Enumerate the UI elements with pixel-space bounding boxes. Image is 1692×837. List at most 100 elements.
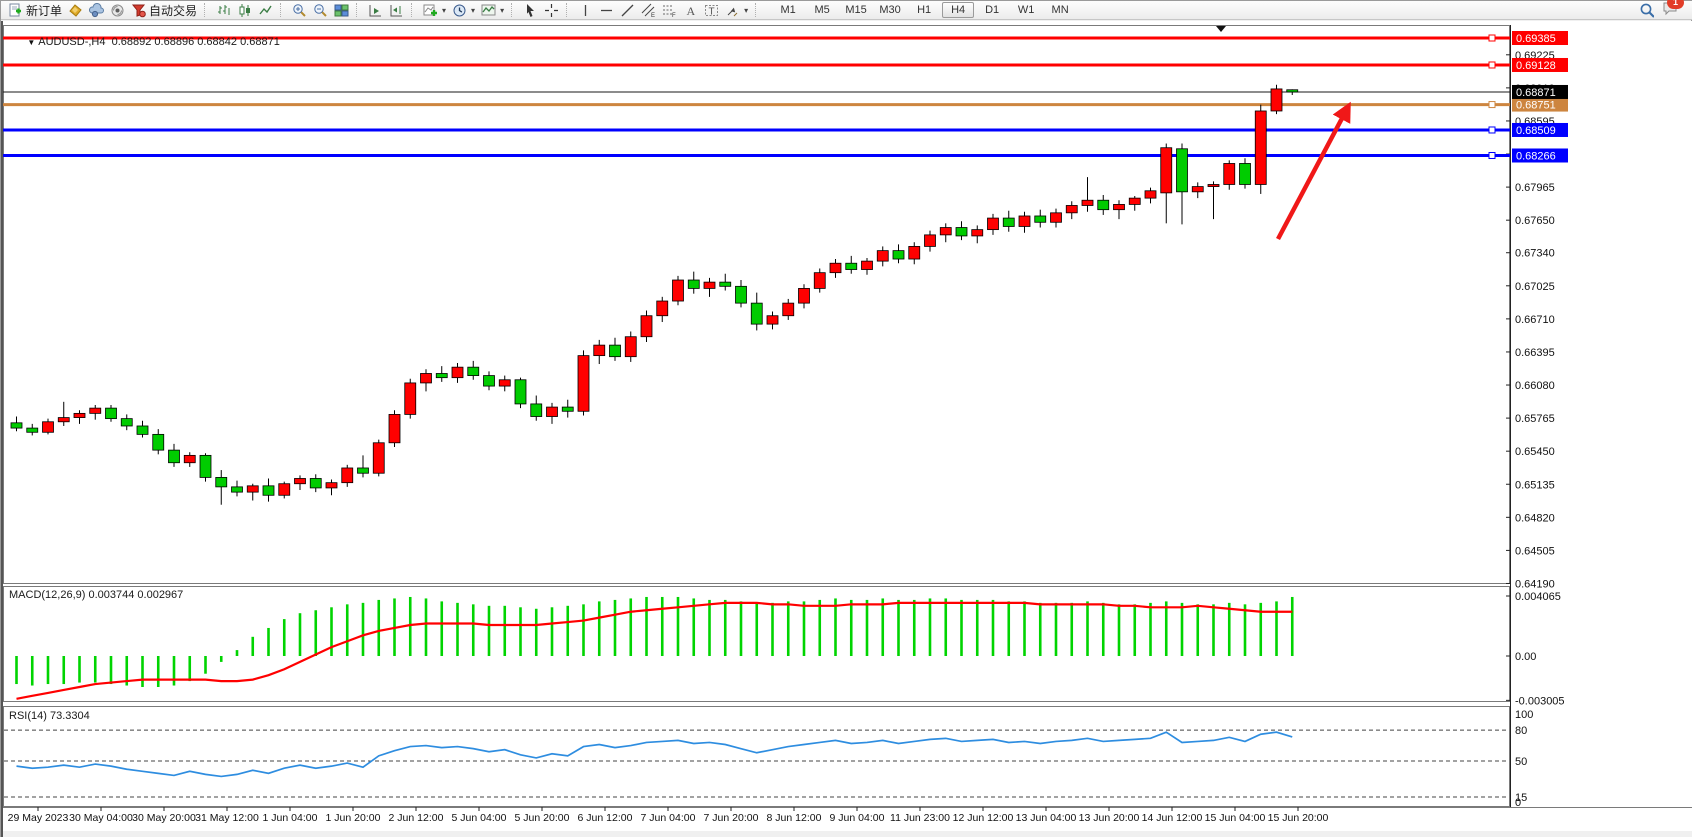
trendline-tool-button[interactable]	[617, 2, 638, 19]
candlestick-chart-button[interactable]	[234, 2, 255, 19]
timeframe-H1[interactable]: H1	[917, 4, 932, 16]
text-tool-button[interactable]: A	[680, 2, 701, 19]
price-axis[interactable]: 0.692250.689100.685950.682800.679650.676…	[1506, 25, 1555, 807]
text-icon: A	[683, 3, 698, 18]
auto-scroll-icon	[368, 3, 383, 18]
svg-text:0.64505: 0.64505	[1515, 545, 1555, 557]
svg-text:0.68871: 0.68871	[1516, 87, 1556, 99]
chart-shift-button[interactable]	[386, 2, 407, 19]
timeframe-M1[interactable]: M1	[780, 4, 796, 16]
svg-text:80: 80	[1515, 725, 1527, 737]
candlestick-chart-icon	[237, 3, 252, 18]
cursor-tool-button[interactable]	[520, 2, 541, 19]
price-label-boxes: 0.69385 0.69128 0.68751 0.68509 0.68266 0.688…	[1512, 31, 1568, 163]
svg-text:0.66080: 0.66080	[1515, 380, 1555, 392]
svg-text:15 Jun 20:00: 15 Jun 20:00	[1268, 812, 1329, 824]
svg-text:0.66710: 0.66710	[1515, 314, 1555, 326]
time-axis[interactable]: 29 May 2023 30 May 04:00 30 May 20:00 31 Ma…	[3, 807, 1692, 824]
toolbar-separator	[566, 3, 571, 17]
rsi-axis[interactable]: 100 80 50 150	[1515, 709, 1533, 809]
indicators-button[interactable]: ▾	[420, 2, 449, 19]
timeframe-M5[interactable]: M5	[814, 4, 830, 16]
hline-0.69385[interactable]	[3, 34, 1510, 42]
search-icon[interactable]	[1639, 3, 1654, 18]
tile-windows-icon	[334, 3, 349, 18]
svg-text:5 Jun 04:00: 5 Jun 04:00	[452, 812, 507, 824]
market-watch-button[interactable]	[65, 2, 86, 19]
timeframe-M15[interactable]: M15	[845, 4, 867, 16]
svg-text:100: 100	[1515, 709, 1533, 721]
svg-text:12 Jun 12:00: 12 Jun 12:00	[953, 812, 1014, 824]
svg-text:30 May 20:00: 30 May 20:00	[132, 812, 196, 824]
chat-button[interactable]: 1	[1662, 0, 1684, 20]
hline-0.68751[interactable]	[3, 101, 1510, 109]
trend-arrow-annotation[interactable]	[1276, 101, 1351, 241]
indicators-icon	[423, 3, 438, 18]
chart-surface[interactable]: 0.692250.689100.685950.682800.679650.676…	[3, 21, 1692, 831]
vertical-line-tool-button[interactable]	[575, 2, 596, 19]
svg-text:0.68266: 0.68266	[1516, 150, 1556, 162]
svg-text:29 May 2023: 29 May 2023	[8, 812, 69, 824]
bar-chart-button[interactable]	[213, 2, 234, 19]
equidistant-channel-tool-button[interactable]: E	[638, 2, 659, 19]
toolbar-separator	[204, 3, 209, 17]
svg-text:1 Jun 20:00: 1 Jun 20:00	[326, 812, 381, 824]
crosshair-icon	[544, 3, 559, 18]
timeframe-toolbar: M1 M5 M15 M30 H1 H4 D1 W1 MN	[772, 2, 1076, 18]
timeframe-MN[interactable]: MN	[1051, 4, 1069, 16]
hline-0.69128[interactable]	[3, 61, 1510, 69]
autotrading-funnel-icon	[131, 3, 146, 18]
timeframe-H4[interactable]: H4	[942, 2, 975, 18]
timeframe-M30[interactable]: M30	[879, 4, 901, 16]
svg-text:0.65135: 0.65135	[1515, 479, 1555, 491]
dropdown-caret-icon: ▾	[471, 5, 476, 15]
tile-windows-button[interactable]	[331, 2, 352, 19]
toolbar-separator	[280, 3, 285, 17]
macd-pane	[15, 596, 1294, 700]
zoom-in-icon	[292, 3, 307, 18]
timeframe-W1[interactable]: W1	[1017, 4, 1035, 16]
dropdown-caret-icon: ▾	[744, 5, 749, 15]
horizontal-line-tool-button[interactable]	[596, 2, 617, 19]
trendline-icon	[620, 3, 635, 18]
notification-badge: 1	[1667, 0, 1684, 9]
signals-button[interactable]	[107, 2, 128, 19]
chart-shift-marker-icon[interactable]	[1216, 26, 1226, 32]
fibonacci-icon: F	[662, 3, 677, 18]
macd-axis[interactable]: 0.004065 0.00 -0.003005	[1506, 591, 1565, 707]
autotrading-button[interactable]: 自动交易	[128, 2, 200, 19]
arrows-tool-button[interactable]: ▾	[722, 2, 751, 19]
rsi-pane	[16, 731, 1293, 778]
macd-indicator-label: MACD(12,26,9) 0.003744 0.002967	[9, 589, 184, 601]
line-chart-button[interactable]	[255, 2, 276, 19]
svg-text:31 May 12:00: 31 May 12:00	[195, 812, 259, 824]
svg-text:7 Jun 20:00: 7 Jun 20:00	[704, 812, 759, 824]
new-order-icon	[8, 3, 23, 18]
toolbar-right-group: 1	[1639, 0, 1684, 20]
svg-text:8 Jun 12:00: 8 Jun 12:00	[767, 812, 822, 824]
main-toolbar: 新订单 自动交易	[1, 0, 1692, 20]
svg-text:-0.003005: -0.003005	[1515, 695, 1565, 707]
dropdown-caret-icon: ▾	[500, 5, 505, 15]
new-order-button[interactable]: 新订单	[5, 2, 65, 19]
timeframe-D1[interactable]: D1	[985, 4, 1000, 16]
periods-button[interactable]: ▾	[449, 2, 478, 19]
crosshair-tool-button[interactable]	[541, 2, 562, 19]
auto-scroll-button[interactable]	[365, 2, 386, 19]
svg-text:30 May 04:00: 30 May 04:00	[69, 812, 133, 824]
templates-button[interactable]: ▾	[478, 2, 507, 19]
zoom-in-button[interactable]	[289, 2, 310, 19]
zoom-out-button[interactable]	[310, 2, 331, 19]
autotrading-label: 自动交易	[149, 3, 198, 18]
svg-text:0.69128: 0.69128	[1516, 60, 1556, 72]
svg-text:13 Jun 20:00: 13 Jun 20:00	[1079, 812, 1140, 824]
fibonacci-tool-button[interactable]: F	[659, 2, 680, 19]
cursor-icon	[523, 3, 538, 18]
text-label-tool-button[interactable]: T	[701, 2, 722, 19]
candlestick-layer	[10, 84, 1299, 505]
data-window-button[interactable]	[86, 2, 107, 19]
new-order-label: 新订单	[26, 3, 63, 18]
svg-text:6 Jun 12:00: 6 Jun 12:00	[578, 812, 633, 824]
svg-text:0.64820: 0.64820	[1515, 512, 1555, 524]
